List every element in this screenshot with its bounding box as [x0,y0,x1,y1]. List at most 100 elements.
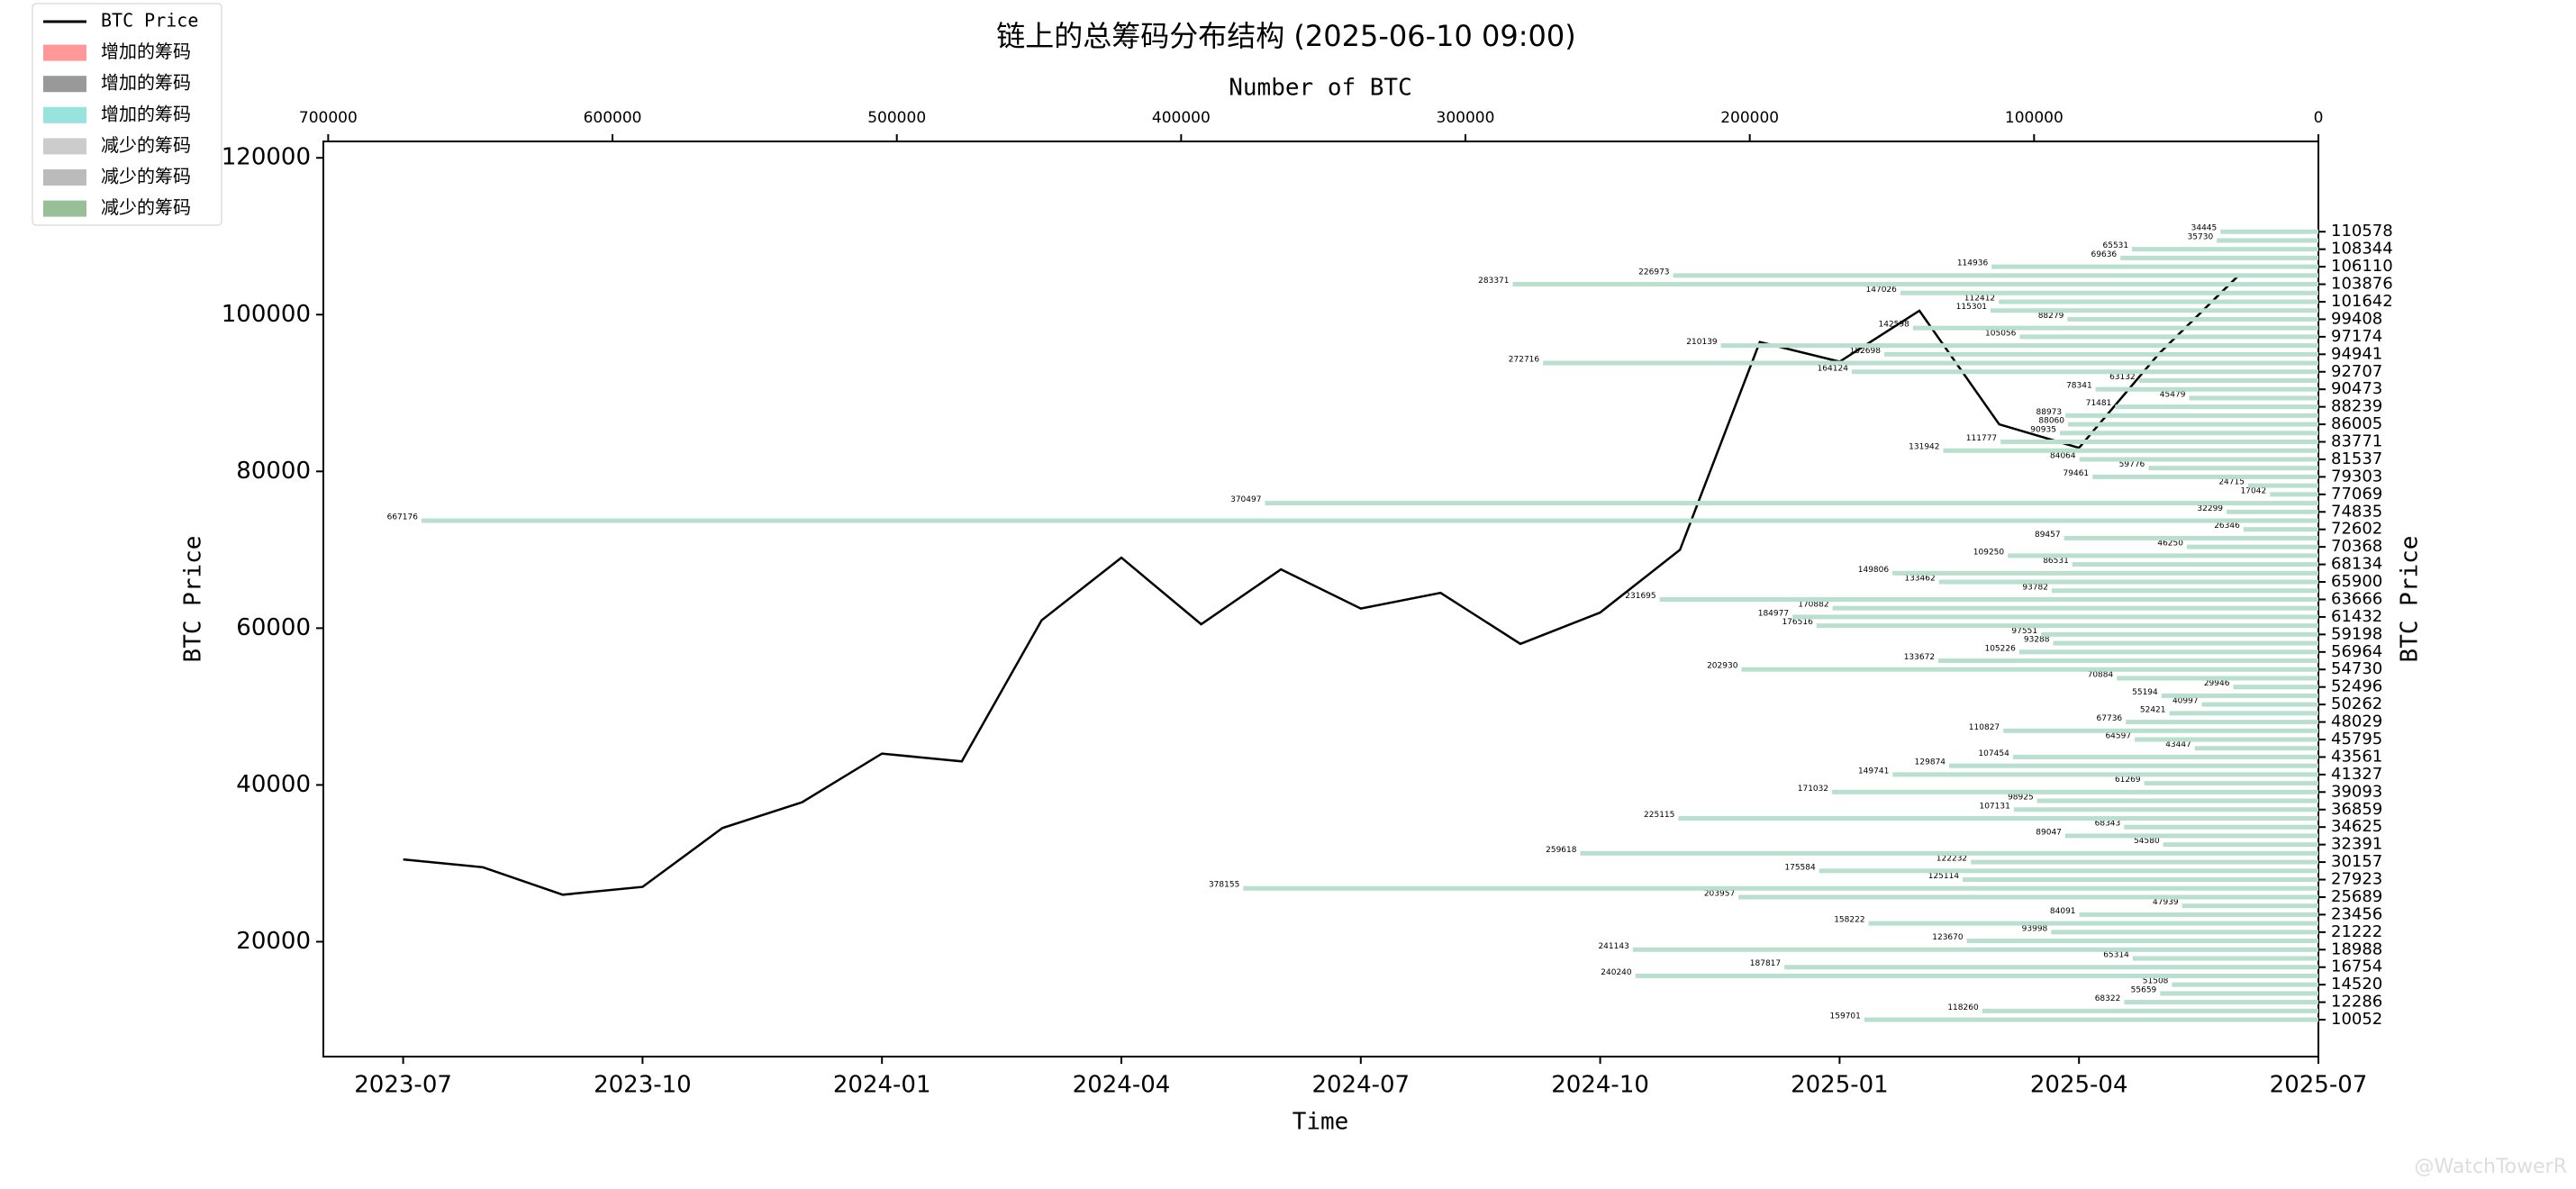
bar-label: 378155 [1209,881,1239,890]
bar-label: 65314 [2103,950,2129,959]
y2-tick-label: 77069 [2331,485,2382,504]
bar-label: 226973 [1638,268,1669,277]
bar-label: 259618 [1546,846,1577,855]
bar-label: 123670 [1932,933,1964,942]
chip-bar [2012,754,2318,759]
bar-label: 78341 [2066,382,2092,391]
y-tick-label: 100000 [222,301,311,328]
x-tick-label: 2025-07 [2270,1072,2368,1099]
legend-swatch [43,138,86,155]
chip-bar [2132,956,2318,961]
chip-bar [2233,685,2318,690]
x-axis-label: Time [1293,1109,1349,1136]
chip-bar [2019,334,2318,340]
chip-bar [2163,842,2318,848]
chip-bar [1892,772,2318,777]
chip-bar [2227,509,2318,514]
bar-label: 110827 [1969,723,2000,732]
chip-bar [1938,658,2318,664]
bar-label: 93782 [2022,583,2048,592]
chip-bar [2003,728,2318,733]
bar-label: 79461 [2064,469,2090,478]
chip-bar [1632,947,2318,952]
x-tick-label: 2025-01 [1791,1072,1889,1099]
chip-bar [1991,308,2318,313]
bar-label: 29946 [2204,679,2230,688]
bar-label: 225115 [1644,811,1674,820]
y2-tick-label: 81537 [2331,449,2382,468]
chip-bar [2169,711,2318,716]
bar-label: 55194 [2132,688,2158,697]
y2-tick-label: 45795 [2331,730,2382,749]
chart-title: 链上的总筹码分布结构 (2025-06-10 09:00) [996,19,1576,53]
chip-bar [1720,343,2318,349]
y2-tick-label: 48029 [2331,712,2382,731]
y2-tick-label: 12286 [2331,993,2382,1012]
bar-label: 202930 [1707,662,1738,671]
legend-label: 减少的筹码 [101,196,191,218]
top-tick-label: 100000 [2005,109,2064,127]
bar-label: 210139 [1686,338,1718,347]
chip-bar [1912,325,2318,331]
bar-label: 17042 [2241,486,2267,495]
bar-label: 118260 [1947,1003,1979,1012]
chip-bar [2115,404,2318,410]
chip-bar [1792,614,2318,620]
legend-label: 减少的筹码 [101,166,191,187]
bar-label: 61269 [2115,776,2141,785]
y-tick-label: 20000 [236,928,311,955]
chip-bar [2201,702,2318,707]
chip-bar [1784,965,2318,970]
bar-label: 170882 [1798,601,1828,610]
bar-label: 43447 [2165,740,2191,749]
y2-tick-label: 23456 [2331,904,2382,923]
chip-bar [2079,912,2318,917]
bar-label: 89047 [2036,828,2062,837]
chip-bar [1943,448,2318,453]
bar-label: 32299 [2197,504,2223,513]
bar-label: 149806 [1858,566,1890,575]
chip-bar [2051,930,2318,935]
chip-bar [2217,238,2318,243]
bar-label: 131942 [1909,443,1939,452]
bar-label: 55659 [2131,985,2157,994]
y2-tick-label: 63666 [2331,589,2382,608]
top-tick-label: 500000 [867,109,926,127]
bar-label: 176516 [1782,618,1813,627]
y2-tick-label: 10052 [2331,1010,2382,1029]
chip-bar [1738,894,2318,900]
chip-bar [1999,299,2318,304]
y2-tick-label: 18988 [2331,939,2382,958]
chip-bar [1949,763,2318,768]
chip-bar [2138,377,2318,383]
bar-label: 84064 [2050,451,2076,460]
bar-label: 152698 [1850,347,1882,356]
bar-label: 158222 [1834,916,1864,925]
chip-bar [2243,527,2318,532]
chip-bar [2092,474,2318,479]
bar-label: 133462 [1904,575,1935,584]
chip-bar [2000,440,2318,445]
bar-label: 112412 [1964,294,1995,303]
chip-bar [1938,579,2318,585]
bar-label: 107454 [1978,749,2009,758]
bar-label: 88060 [2038,417,2064,426]
bar-label: 667176 [387,513,419,522]
bar-label: 147026 [1866,286,1898,295]
chip-bar [1635,973,2318,978]
chip-bar [2079,457,2318,462]
y2-tick-label: 97174 [2331,327,2382,346]
y2-tick-label: 70368 [2331,537,2382,556]
bar-label: 90935 [2030,425,2056,434]
bar-label: 133672 [1904,653,1935,662]
chip-bar [2065,413,2318,418]
chip-bar [2095,386,2318,392]
y2-tick-label: 90473 [2331,379,2382,398]
top-tick-label: 400000 [1152,109,1211,127]
bar-label: 89457 [2035,531,2061,540]
bar-label: 159701 [1830,1012,1861,1021]
y2-tick-label: 83771 [2331,432,2382,451]
x-tick-label: 2024-10 [1551,1072,1649,1099]
bar-label: 241143 [1598,942,1628,951]
